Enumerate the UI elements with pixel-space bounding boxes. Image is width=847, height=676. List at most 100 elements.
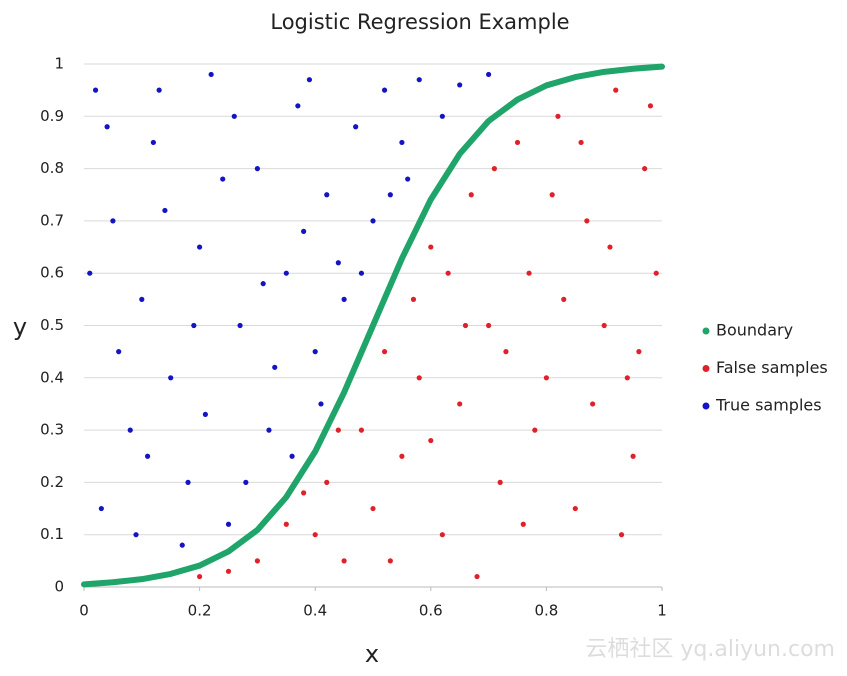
sample-point <box>197 244 203 250</box>
sample-point <box>410 296 417 302</box>
x-tick-label: 0.6 <box>419 602 443 620</box>
sample-point <box>179 542 185 548</box>
y-tick-label: 0.9 <box>40 107 64 125</box>
sample-point <box>543 375 550 381</box>
sample-point <box>162 207 168 214</box>
sample-point <box>237 322 243 329</box>
legend-marker <box>702 327 710 335</box>
sample-point <box>532 427 538 433</box>
sample-point <box>387 558 393 564</box>
sample-point <box>156 87 162 93</box>
sample-point <box>618 532 625 538</box>
sample-point <box>590 401 596 407</box>
sample-point <box>416 375 422 381</box>
sample-point <box>127 427 133 433</box>
sample-point <box>283 521 289 527</box>
sample-point <box>335 260 341 266</box>
sample-point <box>202 411 208 418</box>
sample-point <box>399 453 405 459</box>
legend-marker <box>702 402 710 410</box>
sample-point <box>260 281 266 287</box>
sample-point <box>624 375 630 381</box>
sample-point <box>630 453 636 459</box>
sample-point <box>584 218 590 224</box>
sample-point <box>428 437 434 444</box>
sample-point <box>370 218 376 224</box>
sample-point <box>243 479 249 485</box>
sample-point <box>185 479 191 485</box>
y-tick-label: 0.4 <box>40 368 64 386</box>
watermark: 云栖社区 yq.aliyun.com <box>585 637 835 662</box>
sample-point <box>486 322 492 329</box>
sample-point <box>514 139 521 146</box>
sample-point <box>87 270 93 276</box>
sample-point <box>445 270 451 276</box>
boundary-curve <box>81 63 665 588</box>
sample-point <box>613 87 619 93</box>
sample-point <box>220 176 226 182</box>
x-tick-label: 0.8 <box>534 602 558 620</box>
x-tick-label: 0 <box>79 602 89 620</box>
sample-point <box>283 270 289 276</box>
sample-point <box>405 176 411 182</box>
x-tick-label: 1 <box>657 602 667 620</box>
sample-point <box>428 244 434 250</box>
sample-point <box>191 322 197 329</box>
sample-point <box>312 532 318 538</box>
sample-point <box>168 375 174 381</box>
y-tick-label: 0.5 <box>40 316 64 334</box>
sample-point <box>208 71 214 78</box>
sample-point <box>457 401 463 407</box>
sample-point <box>139 296 145 302</box>
sample-point <box>653 270 659 276</box>
sample-point <box>353 124 359 130</box>
chart-title: Logistic Regression Example <box>270 10 569 34</box>
sample-point <box>266 427 272 433</box>
sample-point <box>636 349 642 355</box>
sample-point <box>133 532 139 538</box>
x-tick-label: 0.4 <box>303 602 327 620</box>
sample-point <box>335 427 341 433</box>
sample-point <box>520 521 526 527</box>
sample-point <box>462 322 469 329</box>
sample-point <box>92 87 99 93</box>
y-axis-label: y <box>13 313 27 341</box>
sample-point <box>601 322 607 329</box>
sample-point <box>254 558 260 564</box>
sample-point <box>457 82 463 88</box>
sample-point <box>474 573 480 580</box>
sample-point <box>607 244 613 250</box>
x-tick-label: 0.2 <box>188 602 212 620</box>
sample-point <box>555 113 561 119</box>
sample-point <box>491 166 497 172</box>
sample-point <box>381 87 388 93</box>
sample-point <box>341 296 347 302</box>
sample-point <box>295 103 301 109</box>
sample-point <box>399 139 405 146</box>
legend-text: True samples <box>715 396 822 415</box>
sample-point <box>110 218 116 224</box>
y-tick-label: 1 <box>54 55 64 73</box>
legend-text: False samples <box>716 358 828 377</box>
sample-point <box>486 71 492 78</box>
sample-point <box>197 573 203 580</box>
sample-point <box>225 521 232 527</box>
sample-point <box>497 479 503 485</box>
sample-point <box>301 490 307 496</box>
sample-point <box>324 192 330 198</box>
sample-point <box>439 113 445 119</box>
y-tick-label: 0.7 <box>40 211 64 229</box>
sample-point <box>647 103 654 109</box>
y-tick-label: 0.3 <box>40 421 64 439</box>
y-tick-label: 0 <box>54 578 64 596</box>
sample-point <box>358 427 365 433</box>
sample-point <box>231 113 237 119</box>
sample-point <box>312 349 318 355</box>
sample-point <box>318 401 324 407</box>
sample-point <box>306 77 313 83</box>
sample-point <box>439 532 445 538</box>
sample-point <box>561 296 567 302</box>
sample-point <box>301 228 307 234</box>
sample-point <box>289 453 295 459</box>
